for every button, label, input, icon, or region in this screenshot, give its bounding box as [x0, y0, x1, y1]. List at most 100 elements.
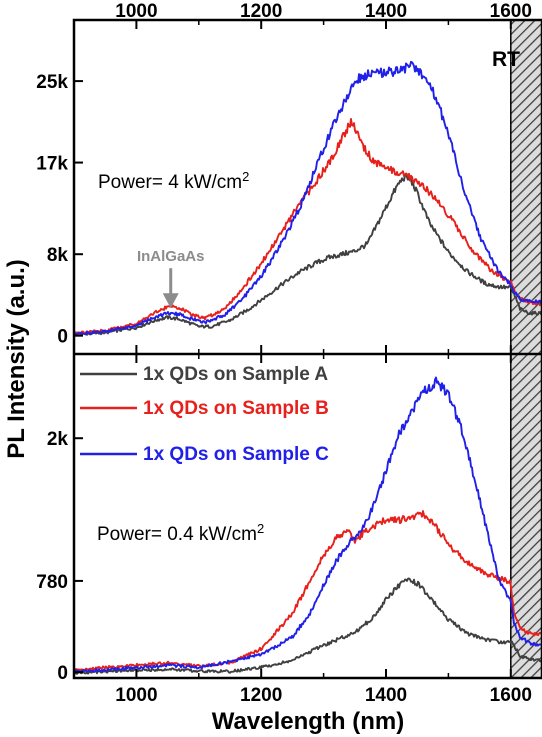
bottom-series-c-point — [497, 578, 499, 580]
top-series-a-point — [198, 326, 200, 328]
bottom-series-a-point — [513, 644, 515, 646]
bottom-series-c-point — [513, 622, 515, 624]
top-series-a-point — [229, 319, 231, 321]
top-series-c-point — [360, 75, 362, 77]
top-series-c-point — [192, 318, 194, 320]
bottom-series-c-point — [104, 669, 106, 671]
top-series-b-point — [379, 165, 381, 167]
bottom-series-a-point — [385, 599, 387, 601]
top-series-c-point — [335, 118, 337, 120]
bottom-series-b-point — [519, 627, 521, 629]
bottom-series-b-point — [485, 573, 487, 575]
legend-label-b: 1x QDs on Sample B — [143, 398, 329, 419]
top-series-a-point — [329, 256, 331, 258]
bottom-series-a-point — [466, 633, 468, 635]
top-power-label: Power= 4 kW/cm2 — [98, 169, 249, 194]
bottom-series-b-point — [466, 561, 468, 563]
top-series-b-point — [316, 179, 318, 181]
bottom-series-b-point — [504, 579, 506, 581]
legend-label-a: 1x QDs on Sample A — [143, 364, 328, 385]
top-series-b-point — [341, 136, 343, 138]
top-series-c-point — [241, 298, 243, 300]
top-series-c-point — [167, 312, 169, 314]
bottom-series-a-point — [373, 616, 375, 618]
bottom-series-c-point — [360, 531, 362, 533]
bottom-series-c-point — [385, 470, 387, 472]
plot-frame — [72, 18, 542, 680]
top-series-c-point — [510, 284, 512, 286]
bottom-series-b-point — [291, 613, 293, 615]
top-series-b-point — [223, 308, 225, 310]
bottom-series-c-point — [447, 394, 449, 396]
bottom-series-c-line — [73, 376, 542, 673]
top-series-c-point — [513, 291, 515, 293]
top-series-c-point — [397, 69, 399, 71]
top-series-a-point — [519, 308, 521, 310]
top-series-b-line — [73, 117, 542, 336]
top-series-a-point — [154, 319, 156, 321]
bottom-series-a-point — [407, 579, 409, 581]
bottom-series-b-point — [447, 544, 449, 546]
bottom-series-b-point — [510, 582, 512, 584]
bottom-series-c-point — [291, 636, 293, 638]
bottom-series-c-point — [373, 505, 375, 507]
top-series-c-point — [479, 235, 481, 237]
top-series-b-point — [298, 204, 300, 206]
bottom-x-tick-label: 1600 — [490, 685, 532, 706]
top-series-c-point — [204, 321, 206, 323]
top-series-c-point — [460, 179, 462, 181]
top-x-tick-label: 1400 — [365, 1, 407, 22]
bottom-series-c-point — [310, 610, 312, 612]
bottom-series-b-point — [385, 519, 387, 521]
top-series-a-point — [366, 243, 368, 245]
top-series-a-point — [341, 253, 343, 255]
bottom-series-a-point — [510, 641, 512, 643]
top-series-a-point — [485, 283, 487, 285]
bottom-x-tick-label: 1200 — [240, 685, 282, 706]
inalgaas-annotation-label: InAlGaAs — [137, 248, 205, 265]
bottom-y-tick-label: 0 — [57, 663, 68, 684]
top-series-a-point — [529, 312, 531, 314]
top-series-c-point — [298, 209, 300, 211]
top-series-c-point — [447, 133, 449, 135]
top-series-b-point — [354, 126, 356, 128]
bottom-x-tick-label: 1400 — [365, 685, 407, 706]
bottom-series-b-point — [435, 526, 437, 528]
top-series-a-point — [373, 231, 375, 233]
bottom-series-c-point — [422, 390, 424, 392]
bottom-series-c-point — [323, 583, 325, 585]
bottom-series-c-point — [479, 498, 481, 500]
top-y-tick-label: 8k — [47, 245, 69, 266]
annotation-arrow-head — [162, 293, 179, 309]
top-series-b-point — [472, 250, 474, 252]
top-series-c-point — [279, 245, 281, 247]
top-series-c-point — [223, 314, 225, 316]
x-axis-title: Wavelength (nm) — [212, 708, 404, 735]
bottom-series-a-point — [291, 659, 293, 661]
bottom-series-c-point — [335, 560, 337, 562]
bottom-series-a-point — [447, 619, 449, 621]
top-series-b-point — [167, 306, 169, 308]
bottom-series-c-point — [519, 636, 521, 638]
top-series-b-point — [351, 121, 353, 123]
top-series-a-point — [391, 194, 393, 196]
top-series-b-point — [260, 262, 262, 264]
bottom-series-b-point — [310, 578, 312, 580]
bottom-series-b-point — [397, 519, 399, 521]
top-series-b-point — [435, 197, 437, 199]
top-y-tick-label: 17k — [36, 154, 68, 175]
top-series-a-line — [73, 173, 542, 337]
bottom-series-b-point — [422, 513, 424, 515]
top-series-c-point — [323, 147, 325, 149]
bottom-series-c-point — [529, 642, 531, 644]
top-series-b-point — [192, 314, 194, 316]
top-series-c-point — [410, 65, 412, 67]
bottom-y-tick-label: 2k — [47, 429, 69, 450]
bottom-series-c-point — [229, 661, 231, 663]
top-x-tick-label: 1200 — [240, 1, 282, 22]
top-series-c-point — [310, 179, 312, 181]
top-series-c-point — [135, 324, 137, 326]
bottom-series-b-point — [373, 525, 375, 527]
bottom-series-b-point — [260, 648, 262, 650]
